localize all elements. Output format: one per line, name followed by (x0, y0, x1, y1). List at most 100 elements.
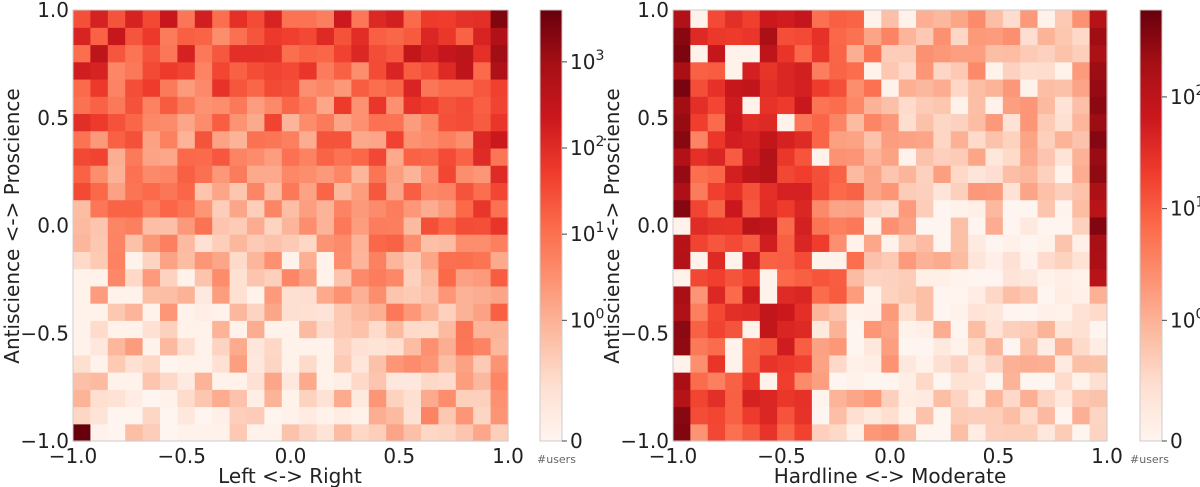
heatmap-cell (1072, 406, 1091, 425)
heatmap-cell (368, 216, 387, 235)
heatmap-cell (707, 251, 726, 270)
heatmap-cell (673, 337, 691, 356)
heatmap-cell (968, 251, 987, 270)
heatmap-cell (455, 61, 474, 80)
heatmap-cell (299, 389, 318, 408)
heatmap-cell (690, 320, 709, 339)
heatmap-cell (690, 147, 709, 166)
heatmap-cell (229, 320, 248, 339)
heatmap-cell (759, 44, 778, 63)
heatmap-cell (1072, 165, 1091, 183)
heatmap-cell (281, 130, 300, 149)
heatmap-cell (846, 182, 865, 201)
heatmap-cell (90, 44, 109, 63)
heatmap-cell (142, 78, 161, 97)
heatmap-cell (160, 113, 178, 132)
heatmap-cell (229, 165, 248, 183)
heatmap-cell (759, 337, 778, 356)
heatmap-cell (90, 113, 109, 132)
heatmap-cell (690, 199, 709, 218)
heatmap-cell (160, 423, 178, 442)
heatmap-cell (351, 199, 370, 218)
heatmap-cell (707, 165, 726, 183)
heatmap-cell (281, 61, 300, 80)
heatmap-cell (281, 147, 300, 166)
colorbar-tick-label: 100 (570, 306, 604, 332)
heatmap-cell (950, 251, 969, 270)
heatmap-cell (107, 10, 126, 28)
heatmap-cell (421, 165, 439, 183)
heatmap-cell (125, 268, 144, 287)
heatmap-cell (142, 303, 161, 321)
heatmap-cell (1054, 147, 1073, 166)
heatmap-cell (829, 10, 848, 28)
heatmap-cell (950, 354, 969, 373)
heatmap-cell (247, 423, 265, 442)
y-tick-label: 0.0 (637, 214, 669, 238)
heatmap-cell (811, 61, 830, 80)
heatmap-cell (107, 389, 126, 408)
heatmap-cell (950, 10, 969, 28)
heatmap-cell (490, 147, 509, 166)
heatmap-cell (107, 165, 126, 183)
heatmap-cell (386, 389, 405, 408)
heatmap-cell (811, 182, 830, 201)
heatmap-cell (160, 372, 178, 390)
heatmap-cell (1054, 251, 1073, 270)
heatmap-cell (777, 251, 796, 270)
heatmap-cell (351, 61, 370, 80)
heatmap-cell (403, 130, 422, 149)
heatmap-cell (299, 199, 318, 218)
heatmap-cell (281, 320, 300, 339)
heatmap-cell (455, 216, 474, 235)
heatmap-cell (968, 165, 987, 183)
heatmap-cell (1072, 78, 1091, 97)
heatmap-cell (177, 268, 196, 287)
heatmap-cell (794, 27, 813, 46)
heatmap-cell (950, 147, 969, 166)
heatmap-cell (759, 423, 778, 442)
heatmap-cell (950, 199, 969, 218)
heatmap-cell (811, 372, 830, 390)
heatmap-cell (264, 10, 283, 28)
heatmap-cell (707, 27, 726, 46)
heatmap-cell (281, 268, 300, 287)
heatmap-cell (264, 199, 283, 218)
heatmap-cell (299, 61, 318, 80)
heatmap-cell (707, 285, 726, 304)
heatmap-cell (863, 113, 882, 132)
heatmap-cell (1037, 61, 1056, 80)
heatmap-cell (742, 216, 761, 235)
heatmap-cell (846, 251, 865, 270)
heatmap-cell (690, 389, 709, 408)
heatmap-cell (1002, 285, 1021, 304)
heatmap-cell (281, 10, 300, 28)
heatmap-cell (438, 61, 457, 80)
heatmap-cell (386, 423, 405, 442)
heatmap-cell (1020, 372, 1039, 390)
heatmap-cell (455, 10, 474, 28)
heatmap-cell (742, 303, 761, 321)
heatmap-cell (846, 61, 865, 80)
heatmap-cell (1054, 61, 1073, 80)
heatmap-cell (1089, 268, 1108, 287)
heatmap-cell (438, 44, 457, 63)
heatmap-cell (690, 251, 709, 270)
heatmap-cell (1054, 216, 1073, 235)
heatmap-cell (759, 216, 778, 235)
heatmap-cell (707, 44, 726, 63)
heatmap-cell (386, 61, 405, 80)
heatmap-cell (794, 268, 813, 287)
heatmap-cell (933, 234, 952, 252)
heatmap-cell (368, 406, 387, 425)
heatmap-cell (73, 10, 91, 28)
heatmap-cell (742, 78, 761, 97)
heatmap-cells-2 (673, 10, 1108, 442)
heatmap-cell (811, 389, 830, 408)
heatmap-cell (916, 113, 934, 132)
heatmap-cell (386, 182, 405, 201)
heatmap-cell (985, 10, 1004, 28)
heatmap-cell (264, 44, 283, 63)
heatmap-cell (933, 423, 952, 442)
heatmap-cell (386, 303, 405, 321)
